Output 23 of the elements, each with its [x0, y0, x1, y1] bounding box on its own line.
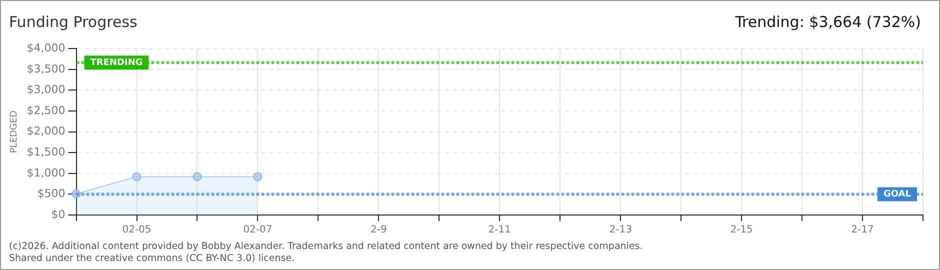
- x-tick-label: 2-17: [851, 224, 874, 236]
- x-tick-label: 02-07: [243, 224, 272, 236]
- y-axis-title: PLEDGED: [10, 110, 20, 154]
- y-tick-label: $1,000: [26, 166, 66, 180]
- y-tick-label: $3,500: [26, 62, 66, 76]
- y-tick-label: $500: [37, 187, 66, 200]
- y-tick-label: $3,000: [26, 83, 66, 96]
- y-tick-label: $0: [51, 208, 66, 221]
- x-tick-label: 2-15: [730, 224, 753, 236]
- ref-line-label: TRENDING: [90, 58, 143, 68]
- x-tick-label: 2-13: [609, 224, 632, 236]
- y-tick-label: $2,000: [26, 124, 66, 138]
- x-tick-label: 2-9: [370, 224, 387, 236]
- ref-line-label: GOAL: [884, 190, 912, 200]
- chart-title: Funding Progress: [9, 13, 138, 31]
- x-tick-label: 02-05: [122, 224, 152, 236]
- y-tick-label: $4,000: [26, 41, 66, 54]
- x-tick-label: 2-11: [488, 224, 511, 236]
- y-tick-label: $2,500: [26, 104, 66, 117]
- text: Trending: $3,664 (732%): [735, 13, 921, 31]
- y-tick-label: $1,500: [26, 145, 66, 158]
- text: Shared under the creative commons (CC BY-NC 3.0) license.: [9, 253, 296, 265]
- text: (c)2026. Additional content provided by Bobby Alexander. Trademarks and related content are owned by their respective companies.: [9, 241, 643, 253]
